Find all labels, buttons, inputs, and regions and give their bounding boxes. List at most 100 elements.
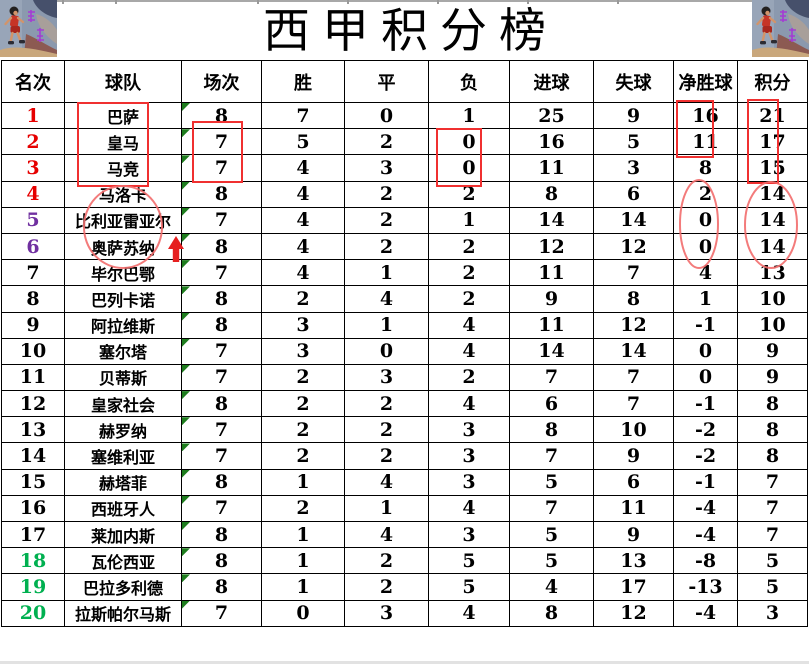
win-cell[interactable]: 1: [261, 520, 345, 549]
goals-for-cell[interactable]: 6: [509, 390, 594, 418]
goals-for-cell[interactable]: 4: [509, 573, 594, 601]
goal-diff-cell[interactable]: -13: [673, 573, 738, 601]
goals-for-cell[interactable]: 7: [509, 494, 594, 523]
loss-cell[interactable]: 3: [428, 442, 510, 470]
draw-cell[interactable]: 0: [344, 337, 429, 365]
goal-diff-cell[interactable]: -4: [673, 599, 738, 627]
loss-cell[interactable]: 1: [428, 101, 510, 130]
goals-for-cell[interactable]: 16: [509, 128, 594, 156]
goals-against-cell[interactable]: 9: [593, 442, 674, 470]
rank-cell[interactable]: 20: [1, 599, 65, 627]
goal-diff-cell[interactable]: -1: [673, 311, 738, 339]
goals-for-cell[interactable]: 8: [509, 180, 594, 208]
goals-against-cell[interactable]: 12: [593, 599, 674, 627]
points-cell[interactable]: 3: [737, 599, 808, 627]
win-cell[interactable]: 7: [261, 101, 345, 130]
win-cell[interactable]: 3: [261, 337, 345, 365]
team-cell[interactable]: 瓦伦西亚: [64, 547, 182, 575]
goals-for-cell[interactable]: 14: [509, 337, 594, 365]
loss-cell[interactable]: 4: [428, 599, 510, 627]
win-cell[interactable]: 1: [261, 573, 345, 601]
points-cell[interactable]: 7: [737, 494, 808, 523]
points-cell[interactable]: 17: [737, 128, 808, 156]
goals-against-cell[interactable]: 3: [593, 154, 674, 182]
goals-against-cell[interactable]: 7: [593, 363, 674, 392]
rank-cell[interactable]: 15: [1, 468, 65, 496]
goals-against-cell[interactable]: 7: [593, 259, 674, 287]
draw-cell[interactable]: 2: [344, 547, 429, 575]
rank-cell[interactable]: 18: [1, 547, 65, 575]
team-cell[interactable]: 巴列卡诺: [64, 285, 182, 313]
loss-cell[interactable]: 4: [428, 337, 510, 365]
team-cell[interactable]: 马竞: [64, 154, 182, 182]
goal-diff-cell[interactable]: 2: [673, 180, 738, 208]
goals-against-cell[interactable]: 9: [593, 101, 674, 130]
loss-cell[interactable]: 5: [428, 547, 510, 575]
draw-cell[interactable]: 4: [344, 468, 429, 496]
goals-for-cell[interactable]: 11: [509, 311, 594, 339]
points-cell[interactable]: 7: [737, 520, 808, 549]
played-cell[interactable]: 8: [181, 101, 262, 130]
points-cell[interactable]: 5: [737, 573, 808, 601]
goals-for-cell[interactable]: 14: [509, 206, 594, 234]
goals-for-cell[interactable]: 7: [509, 363, 594, 392]
draw-cell[interactable]: 1: [344, 259, 429, 287]
loss-cell[interactable]: 0: [428, 128, 510, 156]
rank-cell[interactable]: 7: [1, 259, 65, 287]
rank-cell[interactable]: 17: [1, 520, 65, 549]
team-cell[interactable]: 塞维利亚: [64, 442, 182, 470]
points-cell[interactable]: 21: [737, 101, 808, 130]
draw-cell[interactable]: 2: [344, 128, 429, 156]
played-cell[interactable]: 8: [181, 573, 262, 601]
played-cell[interactable]: 8: [181, 390, 262, 418]
points-cell[interactable]: 7: [737, 468, 808, 496]
draw-cell[interactable]: 2: [344, 180, 429, 208]
win-cell[interactable]: 4: [261, 154, 345, 182]
rank-cell[interactable]: 3: [1, 154, 65, 182]
played-cell[interactable]: 7: [181, 337, 262, 365]
draw-cell[interactable]: 3: [344, 154, 429, 182]
points-cell[interactable]: 8: [737, 390, 808, 418]
loss-cell[interactable]: 2: [428, 232, 510, 261]
points-cell[interactable]: 14: [737, 206, 808, 234]
draw-cell[interactable]: 2: [344, 206, 429, 234]
loss-cell[interactable]: 2: [428, 285, 510, 313]
win-cell[interactable]: 1: [261, 547, 345, 575]
draw-cell[interactable]: 2: [344, 573, 429, 601]
team-cell[interactable]: 皇家社会: [64, 390, 182, 418]
rank-cell[interactable]: 5: [1, 206, 65, 234]
loss-cell[interactable]: 1: [428, 206, 510, 234]
goals-for-cell[interactable]: 5: [509, 547, 594, 575]
draw-cell[interactable]: 0: [344, 101, 429, 130]
win-cell[interactable]: 4: [261, 206, 345, 234]
played-cell[interactable]: 7: [181, 416, 262, 444]
goals-against-cell[interactable]: 8: [593, 285, 674, 313]
rank-cell[interactable]: 2: [1, 128, 65, 156]
team-cell[interactable]: 塞尔塔: [64, 337, 182, 365]
win-cell[interactable]: 4: [261, 232, 345, 261]
draw-cell[interactable]: 2: [344, 232, 429, 261]
draw-cell[interactable]: 2: [344, 390, 429, 418]
draw-cell[interactable]: 1: [344, 311, 429, 339]
points-cell[interactable]: 9: [737, 363, 808, 392]
team-cell[interactable]: 赫罗纳: [64, 416, 182, 444]
goals-against-cell[interactable]: 17: [593, 573, 674, 601]
rank-cell[interactable]: 19: [1, 573, 65, 601]
played-cell[interactable]: 8: [181, 180, 262, 208]
win-cell[interactable]: 0: [261, 599, 345, 627]
rank-cell[interactable]: 4: [1, 180, 65, 208]
goals-against-cell[interactable]: 6: [593, 180, 674, 208]
goal-diff-cell[interactable]: -2: [673, 416, 738, 444]
played-cell[interactable]: 7: [181, 259, 262, 287]
draw-cell[interactable]: 2: [344, 416, 429, 444]
team-cell[interactable]: 西班牙人: [64, 494, 182, 523]
loss-cell[interactable]: 4: [428, 390, 510, 418]
goals-against-cell[interactable]: 14: [593, 337, 674, 365]
goals-against-cell[interactable]: 5: [593, 128, 674, 156]
goal-diff-cell[interactable]: 1: [673, 285, 738, 313]
goals-against-cell[interactable]: 11: [593, 494, 674, 523]
draw-cell[interactable]: 4: [344, 520, 429, 549]
goal-diff-cell[interactable]: -8: [673, 547, 738, 575]
goal-diff-cell[interactable]: 0: [673, 232, 738, 261]
team-cell[interactable]: 巴拉多利德: [64, 573, 182, 601]
